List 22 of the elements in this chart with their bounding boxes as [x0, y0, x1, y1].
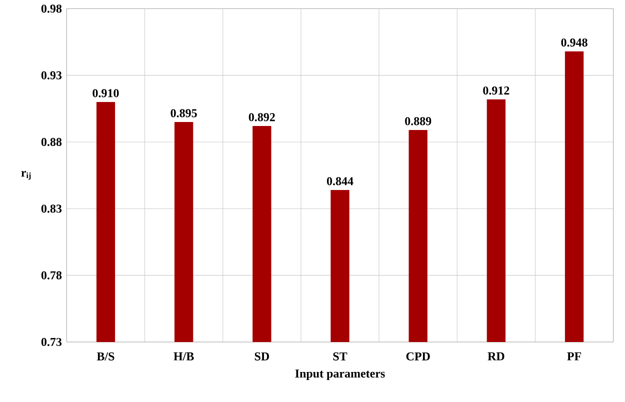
x-tick-label: PF [567, 352, 582, 360]
data-label: 0.889 [405, 117, 432, 126]
y-tick-label: 0.98 [41, 4, 62, 13]
data-label: 0.895 [170, 109, 197, 118]
data-label: 0.844 [326, 177, 354, 186]
data-label: 0.948 [561, 38, 588, 47]
y-tick-label: 0.93 [41, 71, 62, 80]
y-axis-title: r$_{ij}$ [21, 170, 31, 180]
x-tick-label: ST [333, 352, 348, 360]
x-tick-label: RD [488, 352, 504, 360]
x-tick-label: B/S [96, 352, 114, 360]
x-axis-title: Input parameters [295, 370, 385, 380]
data-label: 0.912 [483, 86, 510, 95]
x-tick-label: CPD [406, 352, 430, 360]
data-label: 0.910 [92, 89, 119, 98]
data-label: 0.892 [248, 113, 275, 122]
x-tick-label: SD [254, 352, 269, 360]
y-tick-label: 0.73 [41, 338, 62, 346]
y-tick-label: 0.83 [41, 204, 62, 213]
y-tick-label: 0.88 [41, 138, 62, 146]
y-tick-label: 0.78 [41, 271, 62, 280]
x-tick-label: H/B [174, 352, 194, 360]
